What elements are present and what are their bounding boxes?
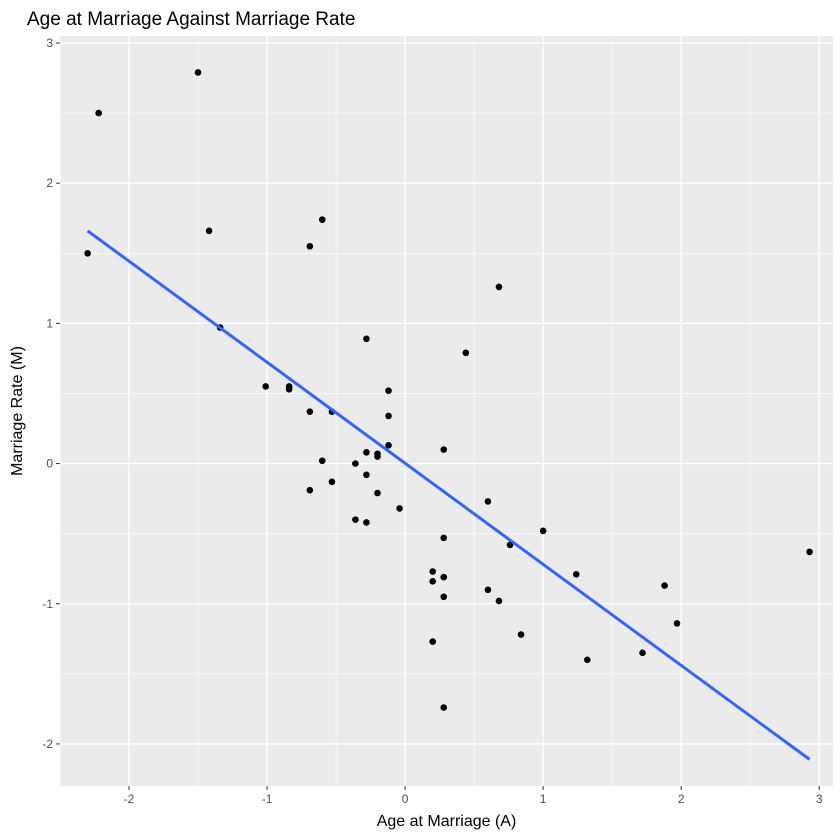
data-point bbox=[572, 571, 580, 578]
data-point bbox=[484, 498, 492, 505]
major-gridlines bbox=[60, 36, 833, 786]
minor-gridlines bbox=[59, 36, 833, 786]
y-tick-label: -2 bbox=[42, 737, 53, 751]
data-point bbox=[205, 227, 213, 235]
x-tick-label: 1 bbox=[540, 792, 547, 806]
data-point bbox=[262, 383, 269, 390]
y-tick-label: 1 bbox=[46, 316, 53, 330]
x-tick-label: -1 bbox=[262, 792, 273, 806]
data-point bbox=[328, 478, 336, 486]
x-axis-title: Age at Marriage (A) bbox=[377, 813, 517, 830]
data-point bbox=[306, 486, 314, 494]
y-axis-title: Marriage Rate (M) bbox=[9, 346, 26, 476]
data-point bbox=[506, 541, 514, 549]
data-point bbox=[84, 249, 91, 257]
data-points bbox=[84, 69, 813, 711]
data-point bbox=[385, 387, 392, 394]
chart-title: Age at Marriage Against Marriage Rate bbox=[27, 9, 355, 30]
data-point bbox=[285, 385, 293, 393]
data-point bbox=[385, 442, 392, 449]
data-point bbox=[363, 471, 370, 479]
data-point bbox=[318, 457, 326, 465]
data-point bbox=[352, 460, 359, 467]
x-tick-label: 3 bbox=[816, 792, 823, 806]
data-point bbox=[440, 573, 448, 581]
data-point bbox=[806, 548, 813, 556]
data-point bbox=[194, 69, 202, 76]
data-point bbox=[363, 335, 370, 343]
y-tick-label: -1 bbox=[42, 597, 53, 611]
data-point bbox=[396, 505, 403, 512]
axis-ticks bbox=[56, 42, 820, 790]
plot-panel bbox=[60, 36, 833, 786]
data-point bbox=[363, 519, 370, 526]
data-point bbox=[363, 449, 370, 456]
x-tick-label: 0 bbox=[402, 792, 409, 806]
data-point bbox=[495, 283, 503, 291]
data-point bbox=[385, 412, 392, 420]
data-point bbox=[440, 704, 448, 711]
data-point bbox=[374, 453, 381, 460]
data-point bbox=[440, 446, 448, 453]
regression-line bbox=[86, 229, 811, 761]
data-point bbox=[462, 349, 470, 357]
x-tick-label: 2 bbox=[678, 792, 685, 806]
x-tick-label: -2 bbox=[124, 792, 135, 806]
data-point bbox=[495, 597, 503, 605]
data-point bbox=[318, 216, 326, 223]
data-point bbox=[429, 638, 436, 645]
data-point bbox=[352, 516, 359, 523]
data-point bbox=[440, 593, 448, 601]
data-point bbox=[673, 620, 681, 627]
data-point bbox=[583, 656, 591, 664]
data-point bbox=[306, 408, 314, 416]
data-point bbox=[484, 586, 492, 594]
data-point bbox=[639, 649, 646, 657]
data-point bbox=[429, 568, 436, 575]
x-tick-labels: -2 -1 0 1 2 3 bbox=[124, 792, 823, 806]
data-point bbox=[517, 631, 525, 638]
y-tick-label: 3 bbox=[46, 36, 53, 50]
data-point bbox=[374, 489, 381, 497]
data-point bbox=[539, 527, 547, 535]
data-point bbox=[429, 578, 436, 585]
y-tick-label: 2 bbox=[46, 176, 53, 190]
data-point bbox=[440, 534, 448, 542]
y-tick-label: 0 bbox=[46, 457, 53, 471]
data-point bbox=[306, 242, 314, 250]
data-point bbox=[661, 582, 668, 589]
y-tick-labels: -2 -1 0 1 2 3 bbox=[42, 36, 53, 751]
data-point bbox=[95, 109, 102, 117]
